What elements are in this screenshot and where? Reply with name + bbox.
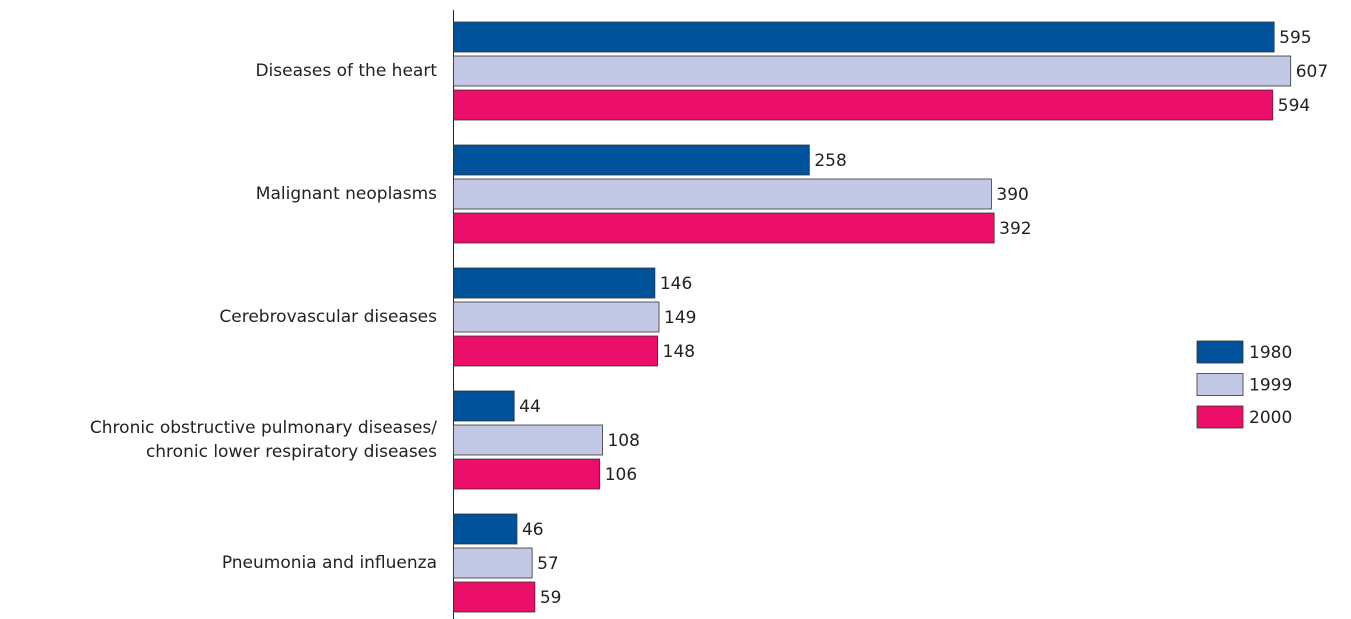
value-label: 595 [1279, 28, 1311, 48]
legend-swatch [1196, 373, 1244, 396]
value-label: 258 [814, 151, 846, 171]
bar [453, 390, 515, 422]
bar [453, 335, 659, 367]
legend-label: 1980 [1249, 343, 1292, 363]
value-label: 106 [605, 465, 637, 485]
bar [453, 424, 603, 456]
legend-label: 2000 [1249, 408, 1292, 428]
value-label: 108 [607, 431, 639, 451]
bar [453, 301, 660, 333]
category-label: Diseases of the heart [255, 61, 437, 81]
category-label: Malignant neoplasms [256, 184, 437, 204]
category-label: Chronic obstructive pulmonary diseases/c… [90, 418, 437, 462]
value-label: 594 [1278, 96, 1310, 116]
category-label: Cerebrovascular diseases [219, 307, 437, 327]
bar [453, 513, 518, 545]
value-label: 59 [540, 588, 562, 608]
value-label: 392 [999, 219, 1031, 239]
value-label: 44 [519, 397, 541, 417]
value-label: 607 [1296, 62, 1328, 82]
bar [453, 178, 992, 210]
bar [453, 267, 656, 299]
value-label: 46 [522, 520, 544, 540]
value-label: 148 [663, 342, 695, 362]
category-label: Pneumonia and influenza [222, 553, 437, 573]
bar [453, 89, 1274, 121]
legend-swatch [1196, 340, 1244, 364]
bar [453, 547, 533, 579]
value-label: 390 [996, 185, 1028, 205]
bar [453, 55, 1292, 87]
bar [453, 581, 536, 613]
bar [453, 212, 995, 244]
value-label: 149 [664, 308, 696, 328]
value-label: 57 [537, 554, 559, 574]
bar [453, 21, 1275, 53]
bar [453, 458, 601, 490]
legend-label: 1999 [1249, 376, 1292, 396]
value-label: 146 [660, 274, 692, 294]
legend-swatch [1196, 405, 1244, 429]
bar [453, 144, 810, 176]
